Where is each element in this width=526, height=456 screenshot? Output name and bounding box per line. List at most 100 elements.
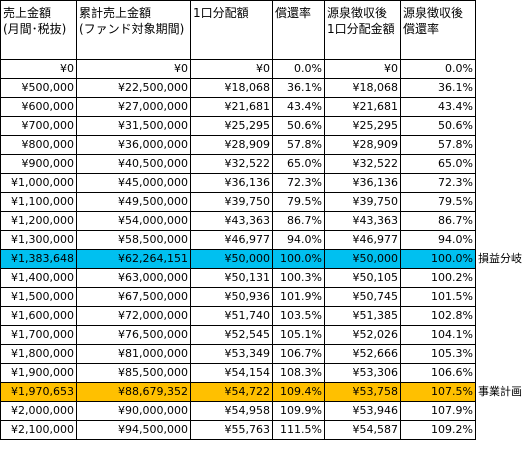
after-tax-redemption-rate-cell: 101.5% <box>400 287 476 307</box>
sales-amount-cell: ¥800,000 <box>0 135 77 155</box>
distribution-cell: ¥54,722 <box>190 382 273 402</box>
header-sales-amount-line1: 売上金額 <box>3 6 52 20</box>
cumulative-sales-cell: ¥81,000,000 <box>76 344 191 364</box>
cumulative-sales-cell: ¥88,679,352 <box>76 382 191 402</box>
header-after-tax-redemption-rate-line2: 償還率 <box>403 22 440 36</box>
after-tax-distribution-cell: ¥21,681 <box>324 97 401 117</box>
after-tax-distribution-cell: ¥0 <box>324 59 401 79</box>
after-tax-redemption-rate-cell: 57.8% <box>400 135 476 155</box>
header-after-tax-distribution: 源泉徴収後 1口分配金額 <box>324 0 401 60</box>
table-row: ¥1,800,000 ¥81,000,000 ¥53,349 106.7% ¥52,66… <box>0 344 476 364</box>
header-cumulative-sales: 累計売上金額 (ファンド対象期間) <box>76 0 191 60</box>
breakeven-label: 損益分岐 <box>478 252 522 265</box>
sales-amount-cell: ¥1,500,000 <box>0 287 77 307</box>
business-plan-label: 事業計画 <box>478 385 522 398</box>
sales-amount-cell: ¥2,100,000 <box>0 420 77 440</box>
cumulative-sales-cell: ¥0 <box>76 59 191 79</box>
distribution-cell: ¥36,136 <box>190 173 273 193</box>
redemption-rate-cell: 50.6% <box>272 116 325 136</box>
cumulative-sales-cell: ¥90,000,000 <box>76 401 191 421</box>
header-cumulative-sales-line2: (ファンド対象期間) <box>79 22 185 36</box>
distribution-cell: ¥0 <box>190 59 273 79</box>
distribution-cell: ¥50,936 <box>190 287 273 307</box>
redemption-rate-cell: 109.4% <box>272 382 325 402</box>
sales-amount-cell: ¥1,400,000 <box>0 268 77 288</box>
sales-amount-cell: ¥1,600,000 <box>0 306 77 326</box>
sales-amount-cell: ¥500,000 <box>0 78 77 98</box>
after-tax-redemption-rate-cell: 50.6% <box>400 116 476 136</box>
after-tax-distribution-cell: ¥18,068 <box>324 78 401 98</box>
redemption-rate-cell: 100.0% <box>272 249 325 269</box>
redemption-rate-cell: 101.9% <box>272 287 325 307</box>
cumulative-sales-cell: ¥85,500,000 <box>76 363 191 383</box>
header-cumulative-sales-line1: 累計売上金額 <box>79 6 152 20</box>
sales-amount-cell: ¥700,000 <box>0 116 77 136</box>
distribution-cell: ¥39,750 <box>190 192 273 212</box>
after-tax-redemption-rate-cell: 100.2% <box>400 268 476 288</box>
after-tax-distribution-cell: ¥39,750 <box>324 192 401 212</box>
distribution-table: 売上金額 (月間･税抜) 累計売上金額 (ファンド対象期間) 1口分配額 償還率… <box>0 0 476 440</box>
header-distribution-per-unit-line1: 1口分配額 <box>193 6 249 20</box>
distribution-cell: ¥32,522 <box>190 154 273 174</box>
cumulative-sales-cell: ¥94,500,000 <box>76 420 191 440</box>
cumulative-sales-cell: ¥63,000,000 <box>76 268 191 288</box>
cumulative-sales-cell: ¥45,000,000 <box>76 173 191 193</box>
after-tax-distribution-cell: ¥53,306 <box>324 363 401 383</box>
redemption-rate-cell: 105.1% <box>272 325 325 345</box>
sales-amount-cell: ¥0 <box>0 59 77 79</box>
after-tax-distribution-cell: ¥51,385 <box>324 306 401 326</box>
cumulative-sales-cell: ¥31,500,000 <box>76 116 191 136</box>
header-redemption-rate: 償還率 <box>272 0 325 60</box>
after-tax-distribution-cell: ¥25,295 <box>324 116 401 136</box>
sales-amount-cell: ¥1,200,000 <box>0 211 77 231</box>
distribution-cell: ¥21,681 <box>190 97 273 117</box>
cumulative-sales-cell: ¥72,000,000 <box>76 306 191 326</box>
distribution-cell: ¥54,154 <box>190 363 273 383</box>
cumulative-sales-cell: ¥40,500,000 <box>76 154 191 174</box>
table-row: ¥500,000 ¥22,500,000 ¥18,068 36.1% ¥18,068 36… <box>0 78 476 98</box>
redemption-rate-cell: 100.3% <box>272 268 325 288</box>
after-tax-redemption-rate-cell: 36.1% <box>400 78 476 98</box>
redemption-rate-cell: 103.5% <box>272 306 325 326</box>
redemption-rate-cell: 109.9% <box>272 401 325 421</box>
header-row: 売上金額 (月間･税抜) 累計売上金額 (ファンド対象期間) 1口分配額 償還率… <box>0 0 476 60</box>
after-tax-distribution-cell: ¥50,000 <box>324 249 401 269</box>
table-row: ¥2,000,000 ¥90,000,000 ¥54,958 109.9% ¥53,94… <box>0 401 476 421</box>
table-row: ¥0 ¥0 ¥0 0.0% ¥0 0.0% <box>0 59 476 79</box>
table-row: ¥1,970,653 ¥88,679,352 ¥54,722 109.4% ¥53,75… <box>0 382 476 402</box>
cumulative-sales-cell: ¥76,500,000 <box>76 325 191 345</box>
header-sales-amount: 売上金額 (月間･税抜) <box>0 0 77 60</box>
sales-amount-cell: ¥1,300,000 <box>0 230 77 250</box>
after-tax-redemption-rate-cell: 79.5% <box>400 192 476 212</box>
sales-amount-cell: ¥1,100,000 <box>0 192 77 212</box>
after-tax-redemption-rate-cell: 100.0% <box>400 249 476 269</box>
redemption-rate-cell: 94.0% <box>272 230 325 250</box>
cumulative-sales-cell: ¥62,264,151 <box>76 249 191 269</box>
table-row: ¥1,000,000 ¥45,000,000 ¥36,136 72.3% ¥36,136… <box>0 173 476 193</box>
after-tax-redemption-rate-cell: 104.1% <box>400 325 476 345</box>
after-tax-redemption-rate-cell: 102.8% <box>400 306 476 326</box>
sales-amount-cell: ¥1,800,000 <box>0 344 77 364</box>
after-tax-distribution-cell: ¥54,587 <box>324 420 401 440</box>
redemption-rate-cell: 57.8% <box>272 135 325 155</box>
after-tax-redemption-rate-cell: 72.3% <box>400 173 476 193</box>
header-sales-amount-line2: (月間･税抜) <box>3 22 67 36</box>
table-row: ¥1,200,000 ¥54,000,000 ¥43,363 86.7% ¥43,363… <box>0 211 476 231</box>
header-after-tax-distribution-line1: 源泉徴収後 <box>327 6 388 20</box>
after-tax-distribution-cell: ¥50,745 <box>324 287 401 307</box>
redemption-rate-cell: 43.4% <box>272 97 325 117</box>
sales-amount-cell: ¥900,000 <box>0 154 77 174</box>
distribution-cell: ¥43,363 <box>190 211 273 231</box>
after-tax-redemption-rate-cell: 107.9% <box>400 401 476 421</box>
cumulative-sales-cell: ¥22,500,000 <box>76 78 191 98</box>
distribution-cell: ¥54,958 <box>190 401 273 421</box>
after-tax-distribution-cell: ¥46,977 <box>324 230 401 250</box>
sales-amount-cell: ¥1,900,000 <box>0 363 77 383</box>
table-row: ¥1,400,000 ¥63,000,000 ¥50,131 100.3% ¥50,10… <box>0 268 476 288</box>
table-body: ¥0 ¥0 ¥0 0.0% ¥0 0.0% ¥500,000 ¥22,500,000 ¥18,0… <box>0 59 476 440</box>
distribution-cell: ¥25,295 <box>190 116 273 136</box>
distribution-cell: ¥18,068 <box>190 78 273 98</box>
after-tax-redemption-rate-cell: 106.6% <box>400 363 476 383</box>
after-tax-redemption-rate-cell: 105.3% <box>400 344 476 364</box>
after-tax-redemption-rate-cell: 94.0% <box>400 230 476 250</box>
